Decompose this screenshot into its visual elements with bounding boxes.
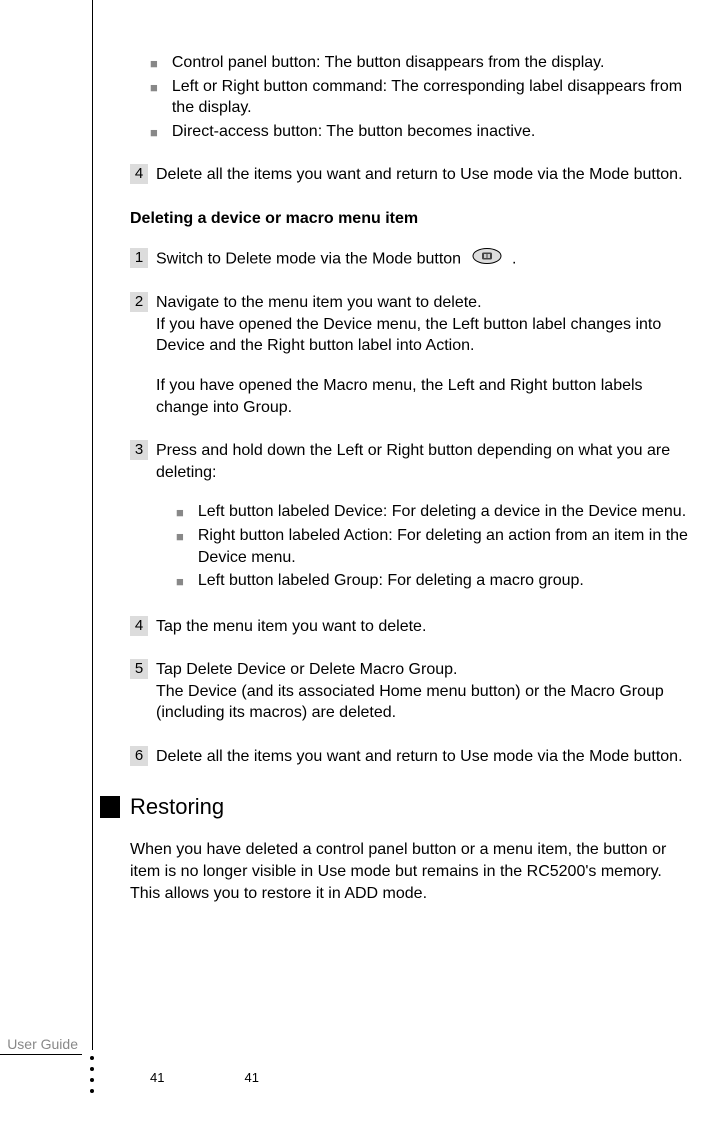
- step-number: 6: [130, 746, 148, 766]
- list-item: ■ Right button labeled Action: For delet…: [176, 525, 690, 568]
- bullet-text: Right button labeled Action: For deletin…: [198, 525, 690, 568]
- step-text: Press and hold down the Left or Right bu…: [156, 440, 690, 483]
- step-item: 4 Tap the menu item you want to delete.: [130, 616, 690, 638]
- step-body: Switch to Delete mode via the Mode butto…: [156, 248, 690, 271]
- square-bullet-icon: ■: [150, 124, 158, 143]
- step-text: Switch to Delete mode via the Mode butto…: [156, 248, 690, 271]
- square-bullet-icon: ■: [176, 573, 184, 592]
- square-bullet-icon: ■: [150, 79, 158, 119]
- section-header: Restoring: [100, 792, 690, 822]
- step-body: Delete all the items you want and return…: [156, 746, 690, 768]
- step-number: 4: [130, 164, 148, 184]
- step-number: 4: [130, 616, 148, 636]
- page-numbers: 41 41: [150, 1070, 259, 1085]
- list-item: ■ Left button labeled Group: For deletin…: [176, 570, 690, 592]
- bullet-text: Direct-access button: The button becomes…: [172, 121, 690, 143]
- step3-bullet-list: ■ Left button labeled Device: For deleti…: [176, 501, 690, 591]
- bullet-text: Control panel button: The button disappe…: [172, 52, 690, 74]
- step-item: 2 Navigate to the menu item you want to …: [130, 292, 690, 418]
- step-number: 1: [130, 248, 148, 268]
- step-item: 1 Switch to Delete mode via the Mode but…: [130, 248, 690, 271]
- section-paragraph: When you have deleted a control panel bu…: [130, 839, 690, 904]
- step-body: Tap the menu item you want to delete.: [156, 616, 690, 638]
- mode-button-icon: [472, 248, 502, 271]
- step-item: 6 Delete all the items you want and retu…: [130, 746, 690, 768]
- step-number: 2: [130, 292, 148, 312]
- page-number: 41: [150, 1070, 164, 1085]
- bullet-text: Left or Right button command: The corres…: [172, 76, 690, 119]
- list-item: ■ Control panel button: The button disap…: [150, 52, 690, 74]
- square-bullet-icon: ■: [176, 528, 184, 568]
- step-item: 4 Delete all the items you want and retu…: [130, 164, 690, 186]
- footer-dots-icon: [90, 1056, 94, 1093]
- step-text: Tap the menu item you want to delete.: [156, 616, 690, 638]
- section-title: Restoring: [130, 792, 224, 822]
- square-bullet-icon: ■: [150, 55, 158, 74]
- step-item: 5 Tap Delete Device or Delete Macro Grou…: [130, 659, 690, 724]
- page: ■ Control panel button: The button disap…: [0, 0, 715, 1123]
- step-body: Delete all the items you want and return…: [156, 164, 690, 186]
- step-trailing: .: [512, 250, 516, 267]
- subheading: Deleting a device or macro menu item: [130, 208, 690, 230]
- top-bullet-list: ■ Control panel button: The button disap…: [150, 52, 690, 142]
- vertical-rule: [92, 0, 93, 1050]
- list-item: ■ Left or Right button command: The corr…: [150, 76, 690, 119]
- step-number: 3: [130, 440, 148, 460]
- bullet-text: Left button labeled Group: For deleting …: [198, 570, 690, 592]
- content-area: ■ Control panel button: The button disap…: [130, 52, 690, 904]
- square-bullet-icon: ■: [176, 504, 184, 523]
- step-body: Press and hold down the Left or Right bu…: [156, 440, 690, 594]
- footer-label: User Guide: [0, 1036, 82, 1055]
- page-number: 41: [244, 1070, 258, 1085]
- step-text: If you have opened the Macro menu, the L…: [156, 375, 690, 418]
- step-item: 3 Press and hold down the Left or Right …: [130, 440, 690, 594]
- step-text: Delete all the items you want and return…: [156, 164, 690, 186]
- step-text: Tap Delete Device or Delete Macro Group.…: [156, 659, 690, 724]
- step-text-span: Switch to Delete mode via the Mode butto…: [156, 250, 461, 267]
- step-text: Delete all the items you want and return…: [156, 746, 690, 768]
- section-marker-icon: [100, 796, 120, 818]
- bullet-text: Left button labeled Device: For deleting…: [198, 501, 690, 523]
- step-body: Tap Delete Device or Delete Macro Group.…: [156, 659, 690, 724]
- list-item: ■ Direct-access button: The button becom…: [150, 121, 690, 143]
- step-body: Navigate to the menu item you want to de…: [156, 292, 690, 418]
- list-item: ■ Left button labeled Device: For deleti…: [176, 501, 690, 523]
- step-text: Navigate to the menu item you want to de…: [156, 292, 690, 357]
- step-number: 5: [130, 659, 148, 679]
